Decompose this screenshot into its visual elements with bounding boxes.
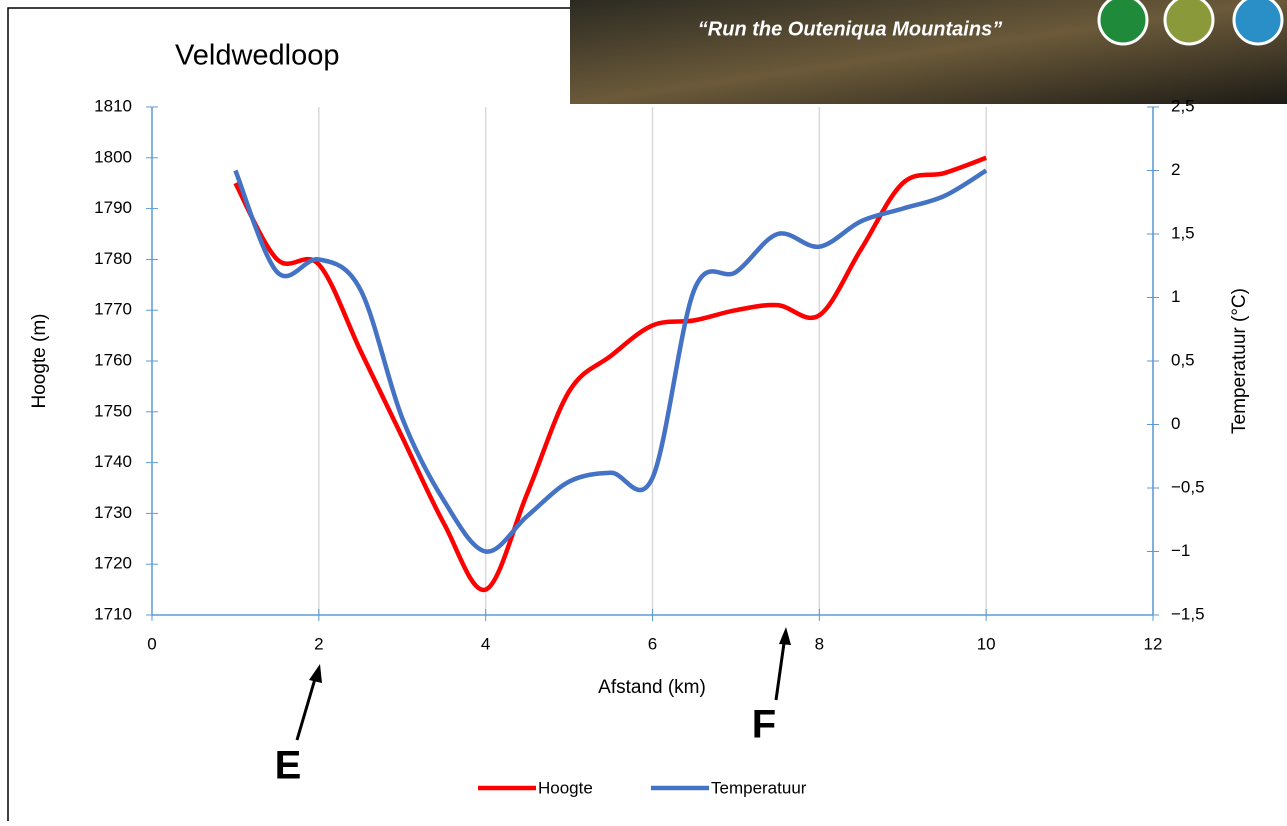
arrow (297, 672, 317, 740)
annotation: E (275, 744, 302, 788)
banner: “Run the Outeniqua Mountains” (570, 0, 1287, 104)
y-tick-label: 1780 (94, 249, 132, 268)
x-tick-label: 6 (648, 634, 657, 653)
y2-tick-label: −0,5 (1171, 477, 1205, 496)
y2-tick-label: 2 (1171, 160, 1180, 179)
y-axis-label: Hoogte (m) (29, 313, 50, 408)
x-tick-label: 12 (1144, 634, 1163, 653)
y2-axis-label: Temperatuur (°C) (1229, 288, 1250, 434)
annotation: F (752, 703, 776, 747)
frame (8, 8, 1287, 821)
arrow-head (779, 627, 791, 645)
y-tick-label: 1800 (94, 147, 132, 166)
y2-tick-label: −1,5 (1171, 604, 1205, 623)
y-tick-label: 1790 (94, 198, 132, 217)
icon (1099, 0, 1147, 44)
icon (1234, 0, 1282, 44)
line (235, 158, 986, 590)
y-tick-label: 1720 (94, 554, 132, 573)
arrow-head (309, 664, 322, 683)
y-tick-label: 1750 (94, 401, 132, 420)
y2-tick-label: 1,5 (1171, 223, 1195, 242)
icon (1165, 0, 1213, 44)
y-tick-label: 1740 (94, 452, 132, 471)
y-tick-label: 1760 (94, 350, 132, 369)
y2-tick-label: 0,5 (1171, 350, 1195, 369)
legend-label: Hoogte (538, 778, 593, 797)
banner-text: “Run the Outeniqua Mountains” (698, 18, 1002, 40)
chart-title: Veldwedloop (175, 40, 339, 72)
y-tick-label: 1810 (94, 96, 132, 115)
x-axis-label: Afstand (km) (598, 677, 706, 698)
x-tick-label: 10 (977, 634, 996, 653)
x-tick-label: 8 (815, 634, 824, 653)
legend-label: Temperatuur (711, 778, 807, 797)
y-tick-label: 1730 (94, 503, 132, 522)
y-tick-label: 1770 (94, 300, 132, 319)
y2-tick-label: −1 (1171, 541, 1190, 560)
annotation-f: F (752, 627, 791, 747)
y2-tick-label: 0 (1171, 414, 1180, 433)
x-tick-label: 0 (147, 634, 156, 653)
y-tick-label: 1710 (94, 604, 132, 623)
y2-tick-label: 2,5 (1171, 96, 1195, 115)
arrow (776, 636, 785, 700)
x-tick-label: 4 (481, 634, 490, 653)
annotation-e: E (275, 664, 322, 788)
x-tick-label: 2 (314, 634, 323, 653)
y2-tick-label: 1 (1171, 287, 1180, 306)
chart: “Run the Outeniqua Mountains” Veldwedloo… (0, 0, 1287, 821)
